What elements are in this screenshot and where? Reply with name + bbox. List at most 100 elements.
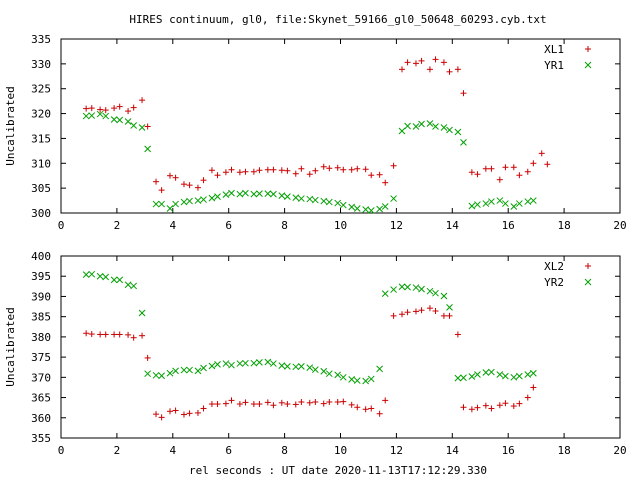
data-point xyxy=(454,374,462,382)
y-tick-label: 305 xyxy=(31,182,51,195)
data-point xyxy=(353,377,361,384)
data-point-d2 xyxy=(325,198,333,206)
data-point-d2 xyxy=(530,369,537,377)
data-point xyxy=(284,193,291,200)
data-point xyxy=(362,377,370,385)
data-point-d2 xyxy=(236,360,244,367)
data-point-d2 xyxy=(334,371,342,379)
data-point-d2 xyxy=(496,371,504,378)
x-tick-label: 20 xyxy=(613,444,626,457)
data-point-d2 xyxy=(194,367,202,375)
x-tick-label: 0 xyxy=(58,219,65,232)
data-point xyxy=(96,272,104,280)
data-point xyxy=(334,199,342,207)
data-point xyxy=(172,174,179,181)
data-point xyxy=(376,205,383,213)
data-point xyxy=(432,56,439,63)
data-point xyxy=(496,371,504,378)
data-point xyxy=(367,375,375,383)
x-axis-label: rel seconds : UT date 2020-11-13T17:12:2… xyxy=(189,464,487,477)
legend-marker-d2 xyxy=(584,61,592,69)
data-point-d2 xyxy=(158,372,165,380)
data-point xyxy=(426,287,434,295)
x-tick-label: 2 xyxy=(114,444,121,457)
data-point xyxy=(130,334,137,341)
data-point xyxy=(256,401,263,408)
data-point xyxy=(524,168,531,175)
x-tick-label: 6 xyxy=(225,219,232,232)
data-point xyxy=(502,372,509,380)
data-point xyxy=(348,401,355,408)
data-point xyxy=(474,371,481,378)
x-tick-label: 12 xyxy=(390,444,403,457)
data-point-d2 xyxy=(152,200,160,208)
data-point xyxy=(474,171,481,178)
bottom-panel: 0 2 4 6 8 10 12 14 16 18 20 355 360 365 370 375 380 385 39… xyxy=(4,250,627,457)
data-point-d2 xyxy=(166,369,174,377)
data-point xyxy=(426,305,433,312)
data-point xyxy=(180,366,188,374)
data-point-d2 xyxy=(208,362,216,370)
chart-title: HIRES continuum, gl0, file:Skynet_59166_… xyxy=(129,13,546,26)
data-point xyxy=(194,409,201,416)
data-point-d2 xyxy=(88,270,96,278)
data-point xyxy=(488,165,495,172)
data-point xyxy=(432,123,439,130)
data-point-d2 xyxy=(320,197,328,205)
data-point xyxy=(194,367,202,375)
data-point xyxy=(264,358,272,366)
data-point-d2 xyxy=(214,361,221,368)
data-point-d2 xyxy=(152,371,160,379)
data-point xyxy=(376,410,383,417)
data-point-d2 xyxy=(82,112,90,120)
data-point xyxy=(454,66,461,73)
data-point xyxy=(166,369,174,377)
data-point xyxy=(510,403,517,410)
data-point-d2 xyxy=(320,367,328,375)
x-tick-label: 2 xyxy=(114,219,121,232)
data-point xyxy=(298,363,305,370)
data-point xyxy=(144,123,151,130)
data-point xyxy=(482,369,490,376)
x-tick-label: 12 xyxy=(390,219,403,232)
data-point-d2 xyxy=(398,127,406,135)
data-point xyxy=(353,205,361,212)
data-point xyxy=(172,367,179,375)
data-point xyxy=(412,284,420,291)
data-point xyxy=(325,370,333,378)
y-tick-label: 385 xyxy=(31,311,51,324)
data-point-d2 xyxy=(446,304,453,311)
data-point xyxy=(158,200,165,208)
data-point-d2 xyxy=(250,190,258,198)
data-point-d2 xyxy=(482,200,490,207)
data-point xyxy=(172,200,179,208)
x-tick-label: 8 xyxy=(281,219,288,232)
data-point xyxy=(186,410,193,417)
data-point-d2 xyxy=(311,366,319,374)
data-point xyxy=(270,190,277,198)
data-point xyxy=(468,406,475,413)
data-point xyxy=(382,397,389,404)
data-point-d2 xyxy=(339,201,347,209)
data-point-d2 xyxy=(82,271,90,278)
data-point xyxy=(348,376,356,383)
data-point xyxy=(228,397,235,404)
data-point-d2 xyxy=(381,203,389,210)
data-point-d2 xyxy=(474,371,481,378)
data-point-d2 xyxy=(228,189,235,197)
data-point-d2 xyxy=(214,193,221,200)
y-tick-label: 300 xyxy=(31,207,51,220)
data-point xyxy=(496,176,503,183)
data-point xyxy=(530,160,537,167)
data-point-d2 xyxy=(426,287,434,295)
data-point xyxy=(208,194,216,202)
data-point xyxy=(111,105,118,112)
data-point xyxy=(236,169,243,176)
data-point-d2 xyxy=(454,128,462,136)
data-point xyxy=(222,169,229,176)
data-point xyxy=(474,201,481,208)
data-point-d2 xyxy=(264,190,272,197)
data-point xyxy=(354,404,361,411)
data-point xyxy=(446,68,453,75)
